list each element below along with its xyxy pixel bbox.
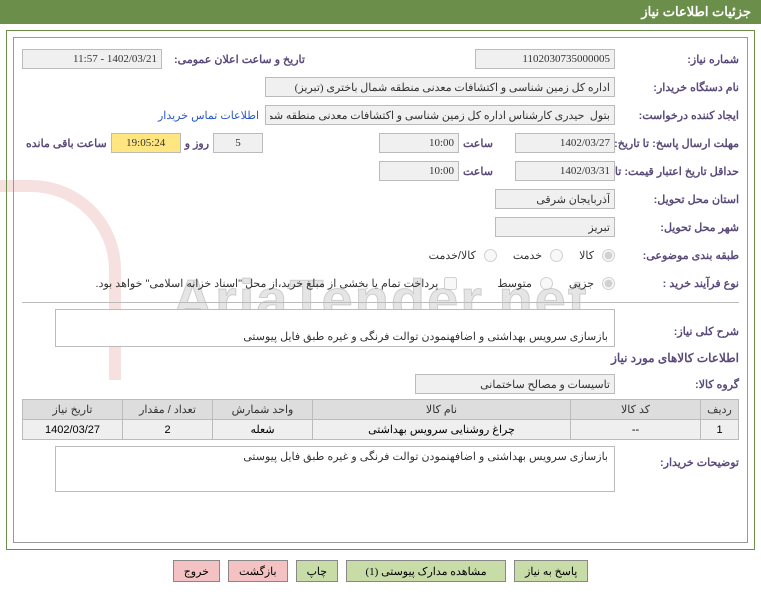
radio-goods-service-label: کالا/خدمت [429, 249, 476, 262]
need-desc-text: بازسازی سرویس بهداشتی و اضافهنمودن توالت… [243, 330, 608, 343]
price-validity-hour-label: ساعت [463, 165, 511, 178]
goods-table: ردیف کد کالا نام کالا واحد شمارش تعداد /… [22, 399, 739, 440]
exit-button[interactable]: خروج [173, 560, 220, 582]
header-title: جزئیات اطلاعات نیاز [641, 4, 751, 19]
radio-goods-label: کالا [579, 249, 594, 262]
td-code: -- [571, 420, 701, 440]
radio-medium [540, 277, 553, 290]
reply-date-field [515, 133, 615, 153]
print-button[interactable]: چاپ [296, 560, 339, 582]
radio-medium-label: متوسط [497, 277, 532, 290]
buyer-notes-box: بازسازی سرویس بهداشتی و اضافهنمودن توالت… [55, 446, 615, 492]
need-number-label: شماره نیاز: [621, 53, 739, 66]
goods-group-label: گروه کالا: [621, 378, 739, 391]
radio-service-label: خدمت [513, 249, 542, 262]
goods-info-title: اطلاعات کالاهای مورد نیاز [22, 351, 739, 365]
attachments-button[interactable]: مشاهده مدارک پیوستی (1) [346, 560, 506, 582]
need-desc-box: بازسازی سرویس بهداشتی و اضافهنمودن توالت… [55, 309, 615, 347]
days-remaining-field [213, 133, 263, 153]
city-label: شهر محل تحویل: [621, 221, 739, 234]
radio-service [550, 249, 563, 262]
buyer-contact-link[interactable]: اطلاعات تماس خریدار [158, 109, 259, 122]
th-qty: تعداد / مقدار [123, 400, 213, 420]
province-label: استان محل تحویل: [621, 193, 739, 206]
hours-remaining-field [111, 133, 181, 153]
td-unit: شعله [213, 420, 313, 440]
need-number-field [475, 49, 615, 69]
announce-datetime-field [22, 49, 162, 69]
checkbox-treasury-label: پرداخت تمام یا بخشی از مبلغ خرید،از محل … [96, 277, 439, 290]
reply-deadline-label: مهلت ارسال پاسخ: تا تاریخ: [621, 137, 739, 150]
radio-partial-label: جزیی [569, 277, 594, 290]
price-validity-hour-field [379, 161, 459, 181]
reply-button[interactable]: پاسخ به نیاز [514, 560, 588, 582]
buyer-org-label: نام دستگاه خریدار: [621, 81, 739, 94]
reply-hour-field [379, 133, 459, 153]
category-label: طبقه بندی موضوعی: [621, 249, 739, 262]
goods-group-field [415, 374, 615, 394]
radio-goods-service [484, 249, 497, 262]
buyer-org-field [265, 77, 615, 97]
td-name: چراغ روشنایی سرویس بهداشتی [313, 420, 571, 440]
th-row: ردیف [701, 400, 739, 420]
td-qty: 2 [123, 420, 213, 440]
need-desc-label: شرح کلی نیاز: [621, 309, 739, 338]
checkbox-treasury [444, 277, 457, 290]
request-creator-field [265, 105, 615, 125]
th-date: تاریخ نیاز [23, 400, 123, 420]
buyer-notes-text: بازسازی سرویس بهداشتی و اضافهنمودن توالت… [243, 450, 608, 463]
price-validity-date-field [515, 161, 615, 181]
th-unit: واحد شمارش [213, 400, 313, 420]
purchase-type-label: نوع فرآیند خرید : [621, 277, 739, 290]
province-field [495, 189, 615, 209]
reply-hour-label: ساعت [463, 137, 511, 150]
panel-header: جزئیات اطلاعات نیاز [0, 0, 761, 24]
th-name: نام کالا [313, 400, 571, 420]
td-row: 1 [701, 420, 739, 440]
day-and-label: روز و [185, 137, 209, 150]
table-row: 1 -- چراغ روشنایی سرویس بهداشتی شعله 2 1… [23, 420, 739, 440]
back-button[interactable]: بازگشت [228, 560, 288, 582]
td-date: 1402/03/27 [23, 420, 123, 440]
request-creator-label: ایجاد کننده درخواست: [621, 109, 739, 122]
th-code: کد کالا [571, 400, 701, 420]
price-validity-label: حداقل تاریخ اعتبار قیمت: تا تاریخ: [621, 165, 739, 178]
announce-datetime-label: تاریخ و ساعت اعلان عمومی: [174, 53, 305, 66]
city-field [495, 217, 615, 237]
remaining-hours-label: ساعت باقی مانده [26, 137, 107, 150]
radio-goods [602, 249, 615, 262]
buyer-notes-label: توضیحات خریدار: [621, 446, 739, 469]
radio-partial [602, 277, 615, 290]
